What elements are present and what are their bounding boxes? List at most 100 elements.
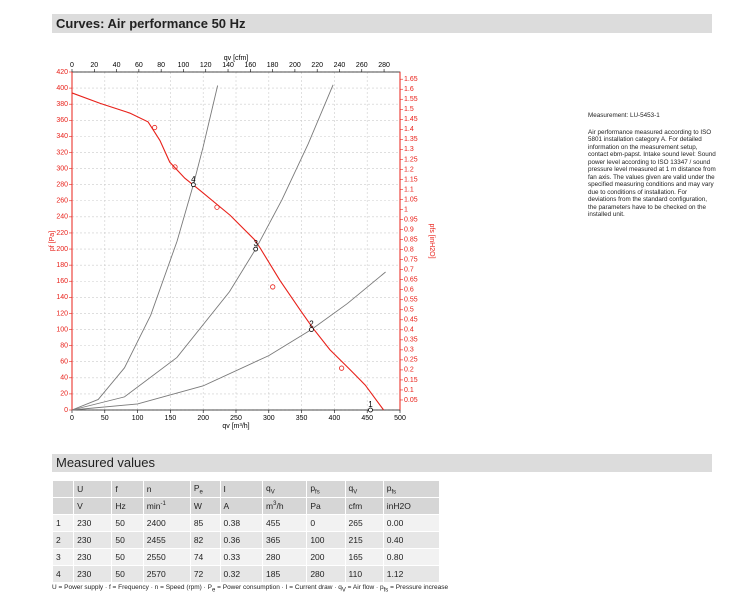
abbreviations: U = Power supply · f = Frequency · n = S…: [52, 584, 448, 593]
header-cell: pfs: [382, 480, 441, 498]
data-cell: 82: [189, 531, 221, 549]
x2-tick-label: 280: [378, 62, 390, 69]
data-row: 3 230 50 2550 74 0.33 280 200 165 0.80: [51, 548, 441, 566]
symbol: n: [146, 484, 152, 494]
y2-tick-label: 1.55: [404, 96, 418, 103]
y-tick-label: 200: [56, 246, 68, 253]
symbol: q: [266, 482, 271, 493]
superscript: -1: [160, 501, 166, 508]
operating-point: [190, 182, 196, 188]
data-cell: 0: [306, 514, 346, 532]
x-tick-label: 200: [197, 415, 209, 422]
symbol: W: [193, 501, 202, 511]
y-tick-label: 140: [56, 294, 68, 301]
data-cell: 100: [306, 531, 346, 549]
curve-marker: [270, 284, 276, 290]
symbol: p: [386, 482, 392, 493]
symbol: f: [115, 484, 118, 494]
x2-tick-label: 80: [157, 62, 165, 69]
y2-tick-label: 0.05: [404, 397, 418, 404]
x-tick-label: 150: [165, 415, 177, 422]
symbol: I: [285, 584, 288, 591]
y-tick-label: 260: [56, 198, 68, 205]
header-cell: I: [219, 480, 264, 498]
symbol: A: [223, 501, 230, 511]
x2-tick-label: 0: [70, 62, 74, 69]
header-cell: A: [219, 497, 264, 515]
measurement-text: Air performance measured according to IS…: [588, 128, 716, 219]
separator: ·: [332, 584, 339, 591]
y2-tick-label: 0.55: [404, 297, 418, 304]
header-cell: [51, 480, 75, 498]
data-cell: 230: [73, 514, 113, 532]
y2-tick-label: 0.25: [404, 357, 418, 364]
header-cell: W: [189, 497, 221, 515]
y2-tick-label: 0.4: [404, 327, 414, 334]
y2-tick-label: 0.65: [404, 277, 418, 284]
x-tick-label: 350: [296, 415, 308, 422]
data-row: 4 230 50 2570 72 0.32 185 280 110 1.12: [51, 565, 441, 583]
data-cell: 280: [306, 565, 346, 583]
y-tick-label: 300: [56, 165, 68, 172]
data-cell: 74: [189, 548, 221, 566]
data-cell: 0.80: [382, 548, 441, 566]
header-cell: m3/h: [262, 497, 308, 515]
operating-point-label: 3: [253, 239, 258, 248]
operating-point-label: 4: [191, 175, 196, 184]
x2-tick-label: 240: [334, 62, 346, 69]
y2-tick-label: 1.6: [404, 86, 414, 93]
y-tick-label: 360: [56, 117, 68, 124]
y2-tick-label: 0.35: [404, 337, 418, 344]
operating-point: [368, 407, 373, 413]
system-curve: [71, 85, 219, 411]
header-cell: Pe: [189, 480, 221, 498]
header-cell: f: [111, 480, 144, 498]
x2-tick-label: 220: [311, 62, 323, 69]
x-tick-label: 0: [70, 415, 74, 422]
symbol: P: [207, 584, 212, 591]
superscript: 3: [273, 501, 277, 508]
symbol: P: [193, 482, 200, 493]
y-tick-label: 420: [56, 69, 68, 76]
symbol: cfm: [348, 501, 363, 511]
x2-axis-label: qv [cfm]: [224, 55, 249, 62]
x2-tick-label: 140: [222, 62, 234, 69]
y2-tick-label: 0.7: [404, 267, 414, 274]
y-tick-label: 240: [56, 214, 68, 221]
y2-tick-label: 0.45: [404, 317, 418, 324]
data-cell: 455: [262, 514, 308, 532]
y2-tick-label: 0.2: [404, 367, 414, 374]
x-tick-label: 450: [361, 415, 373, 422]
y2-tick-label: 1.05: [404, 196, 418, 203]
curve-marker: [172, 164, 178, 170]
y2-tick-label: 1.2: [404, 166, 414, 173]
header-cell: [51, 497, 75, 515]
system-curve: [71, 271, 386, 411]
x2-tick-label: 260: [356, 62, 368, 69]
y-tick-label: 160: [56, 278, 68, 285]
header-cell: Hz: [111, 497, 144, 515]
data-cell: 185: [262, 565, 308, 583]
data-cell: 1.12: [382, 565, 441, 583]
x2-tick-label: 160: [244, 62, 256, 69]
symbol-tail: /h: [276, 501, 284, 511]
data-cell: 50: [111, 514, 144, 532]
data-row: 2 230 50 2455 82 0.36 365 100 215 0.40: [51, 531, 441, 549]
x-tick-label: 400: [329, 415, 341, 422]
separator: ·: [201, 584, 208, 591]
data-cell: 50: [111, 565, 144, 583]
symbol: Hz: [115, 501, 126, 511]
subscript: e: [199, 489, 203, 496]
equals: =: [56, 584, 65, 591]
data-cell: 200: [306, 548, 346, 566]
x2-tick-label: 200: [289, 62, 301, 69]
measurement-note: Measurement: LU-5453-1 Air performance m…: [588, 112, 716, 228]
data-cell: 0.38: [219, 514, 264, 532]
subscript: V: [270, 489, 275, 496]
symbol: U: [77, 484, 84, 494]
y2-tick-label: 1.4: [404, 126, 414, 133]
